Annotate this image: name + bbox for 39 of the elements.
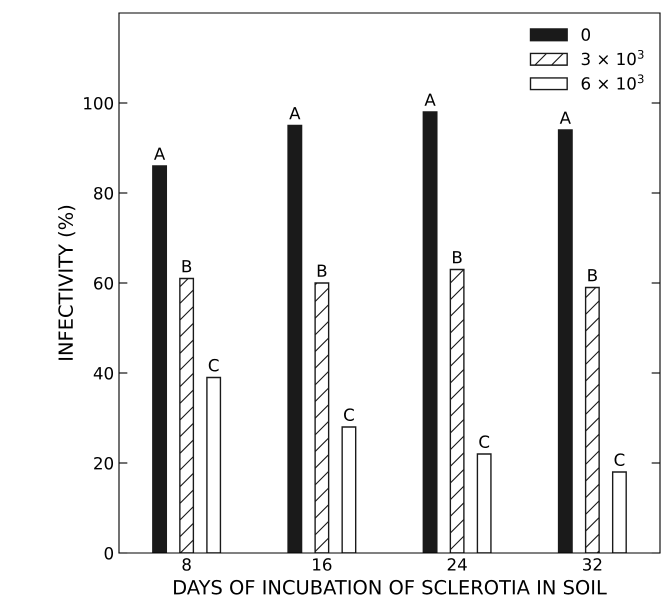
data-label: A [560,112,571,124]
bar [476,453,492,553]
data-label: B [588,269,597,282]
data-label: A [424,94,436,106]
bar [584,286,600,553]
data-label: B [453,251,462,264]
y-tick-label: 40 [94,366,114,380]
data-label: A [154,148,166,160]
bar [558,129,573,553]
data-label: B [182,260,192,272]
bar [422,111,438,553]
x-tick-label: 16 [313,558,332,571]
bar [179,278,194,553]
bar [287,124,302,553]
y-axis-title: INFECTIVITY (%) [58,206,76,360]
x-tick-label: 32 [583,558,602,571]
bar [206,376,222,553]
legend-label: 6 × 10$^{3}$ [582,74,644,90]
x-axis-title: DAYS OF INCUBATION OF SCLEROTIA IN SOIL [174,580,607,595]
data-label: B [318,264,326,277]
legend-label: 3 × 10$^{3}$ [582,50,644,66]
data-label: C [208,358,219,372]
bar [612,471,627,553]
bar [450,268,465,553]
x-tick-label: 8 [182,558,191,571]
y-tick-label: 20 [94,456,114,470]
data-label: C [479,435,490,448]
legend-label: 0 [582,28,590,41]
y-tick-label: 100 [84,96,114,110]
x-tick-label: 24 [448,558,467,571]
y-tick-label: 60 [94,276,114,290]
bar [152,165,168,553]
bar [314,282,330,553]
data-label: C [344,408,354,421]
bar [341,426,356,553]
y-tick-label: 80 [94,186,114,200]
y-tick-label: 0 [104,546,114,560]
data-label: C [614,453,624,466]
data-label: A [289,107,300,120]
